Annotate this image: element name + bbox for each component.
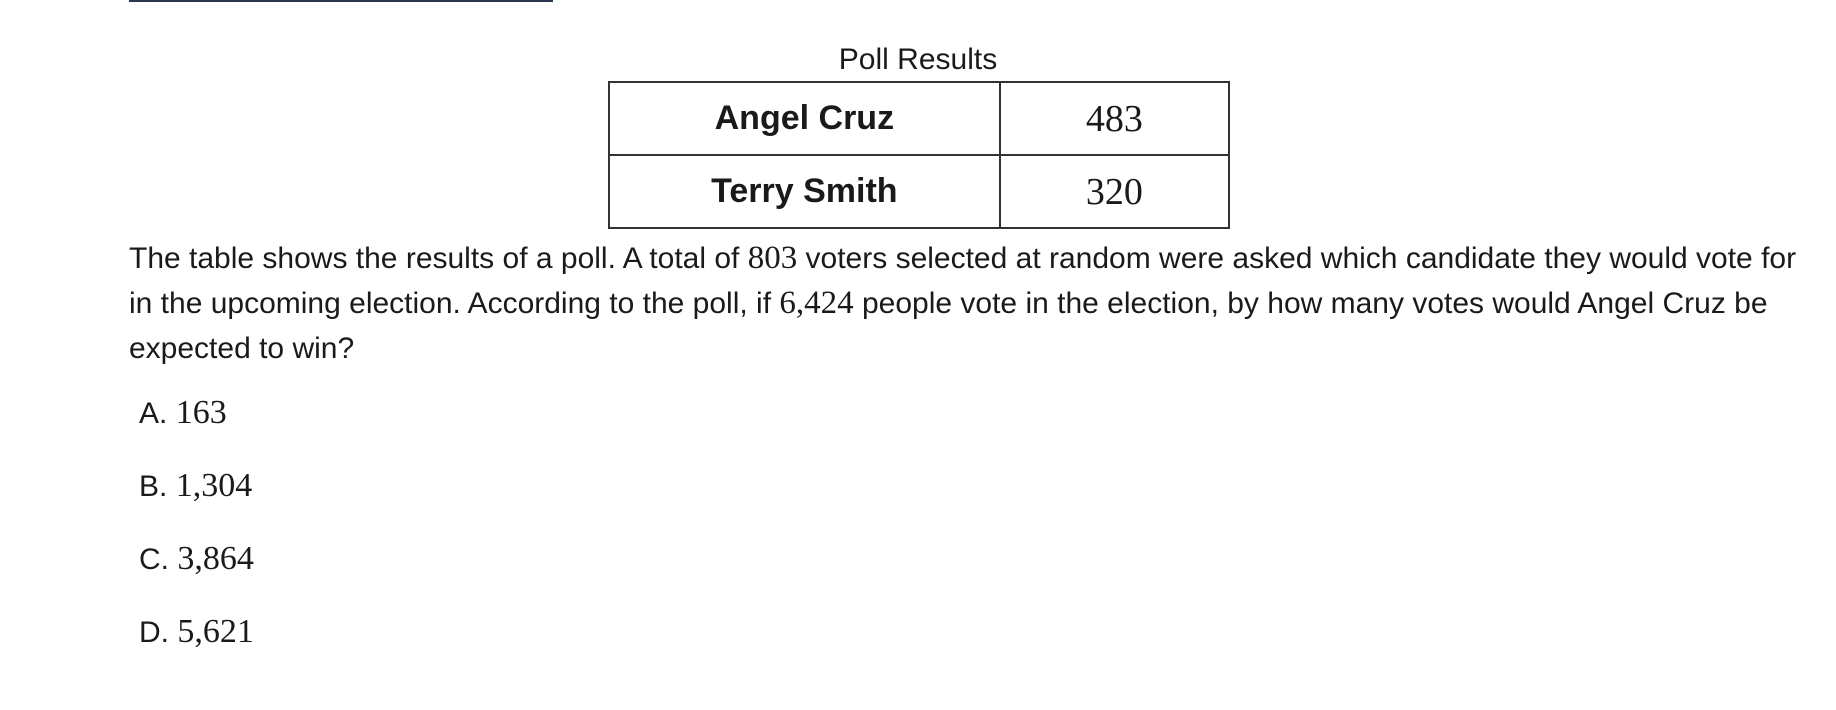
option-letter: D. bbox=[139, 616, 169, 649]
option-letter: A. bbox=[139, 397, 168, 430]
answer-options: A. 163 B. 1,304 C. 3,864 D. 5,621 bbox=[139, 390, 254, 682]
answer-option-b[interactable]: B. 1,304 bbox=[139, 463, 254, 536]
sample-total-number: 803 bbox=[747, 240, 798, 276]
table-row: Angel Cruz 483 bbox=[608, 81, 1231, 156]
question-part: The table shows the results of a poll. A… bbox=[129, 242, 748, 275]
candidate-name-cell: Angel Cruz bbox=[608, 81, 1001, 156]
table-caption: Poll Results bbox=[838, 43, 998, 76]
option-letter: C. bbox=[139, 543, 169, 576]
vote-count-cell: 483 bbox=[998, 81, 1231, 156]
option-value: 3,864 bbox=[177, 540, 254, 577]
top-divider bbox=[129, 0, 553, 2]
question-part: people vote in the election, by how many… bbox=[129, 287, 1768, 365]
candidate-name-cell: Terry Smith bbox=[608, 154, 1001, 229]
option-letter: B. bbox=[139, 470, 168, 503]
table-row: Terry Smith 320 bbox=[608, 154, 1231, 229]
option-value: 5,621 bbox=[177, 613, 254, 650]
vote-count-cell: 320 bbox=[998, 154, 1231, 229]
election-total-number: 6,424 bbox=[779, 285, 854, 321]
answer-option-a[interactable]: A. 163 bbox=[139, 390, 254, 463]
option-value: 163 bbox=[175, 394, 227, 431]
poll-results-table: Angel Cruz 483 Terry Smith 320 bbox=[608, 81, 1231, 229]
question-part: voters selected at random were asked whi… bbox=[129, 242, 1797, 320]
question-text: The table shows the results of a poll. A… bbox=[129, 236, 1819, 371]
option-value: 1,304 bbox=[175, 467, 253, 504]
answer-option-d[interactable]: D. 5,621 bbox=[139, 609, 254, 682]
answer-option-c[interactable]: C. 3,864 bbox=[139, 536, 254, 609]
